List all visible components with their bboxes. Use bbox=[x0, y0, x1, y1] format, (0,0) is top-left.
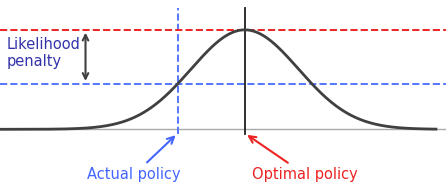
Text: Likelihood
penalty: Likelihood penalty bbox=[7, 37, 81, 69]
Text: Actual policy: Actual policy bbox=[87, 137, 181, 182]
Text: Optimal policy: Optimal policy bbox=[249, 136, 358, 182]
